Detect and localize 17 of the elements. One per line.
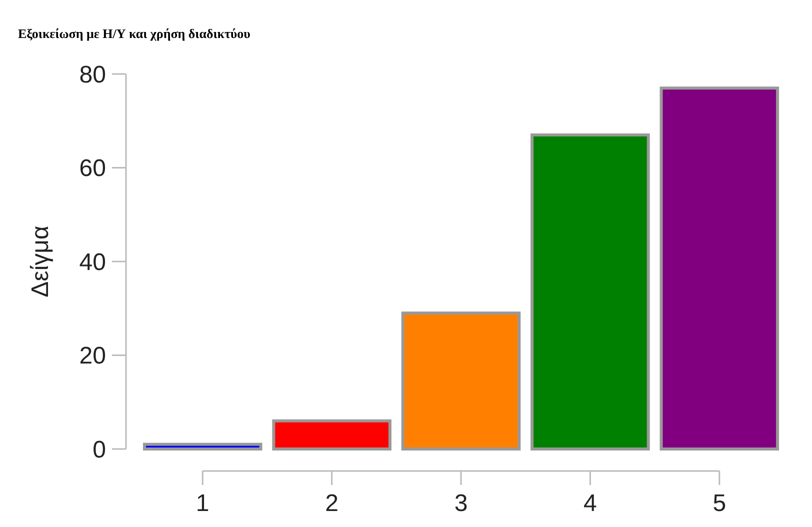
bar	[142, 442, 262, 450]
x-tick-label: 4	[584, 490, 597, 517]
x-tick-label: 2	[325, 490, 338, 517]
x-tick-label: 1	[196, 490, 210, 517]
y-tick-label: 80	[79, 61, 106, 88]
y-tick-label: 20	[79, 342, 106, 370]
x-tick-label: 3	[454, 490, 468, 517]
bar	[660, 86, 780, 450]
x-tick-label: 5	[712, 490, 726, 517]
bar	[401, 312, 521, 450]
y-tick-label: 0	[92, 436, 106, 464]
bar	[530, 133, 650, 450]
chart-title: Εξοικείωση με Η/Υ και χρήση διαδικτύου	[18, 26, 251, 41]
y-tick-label: 60	[79, 155, 106, 182]
bar	[272, 419, 392, 450]
y-axis-title: Δείγμα	[27, 225, 54, 298]
y-tick-label: 40	[79, 248, 106, 276]
